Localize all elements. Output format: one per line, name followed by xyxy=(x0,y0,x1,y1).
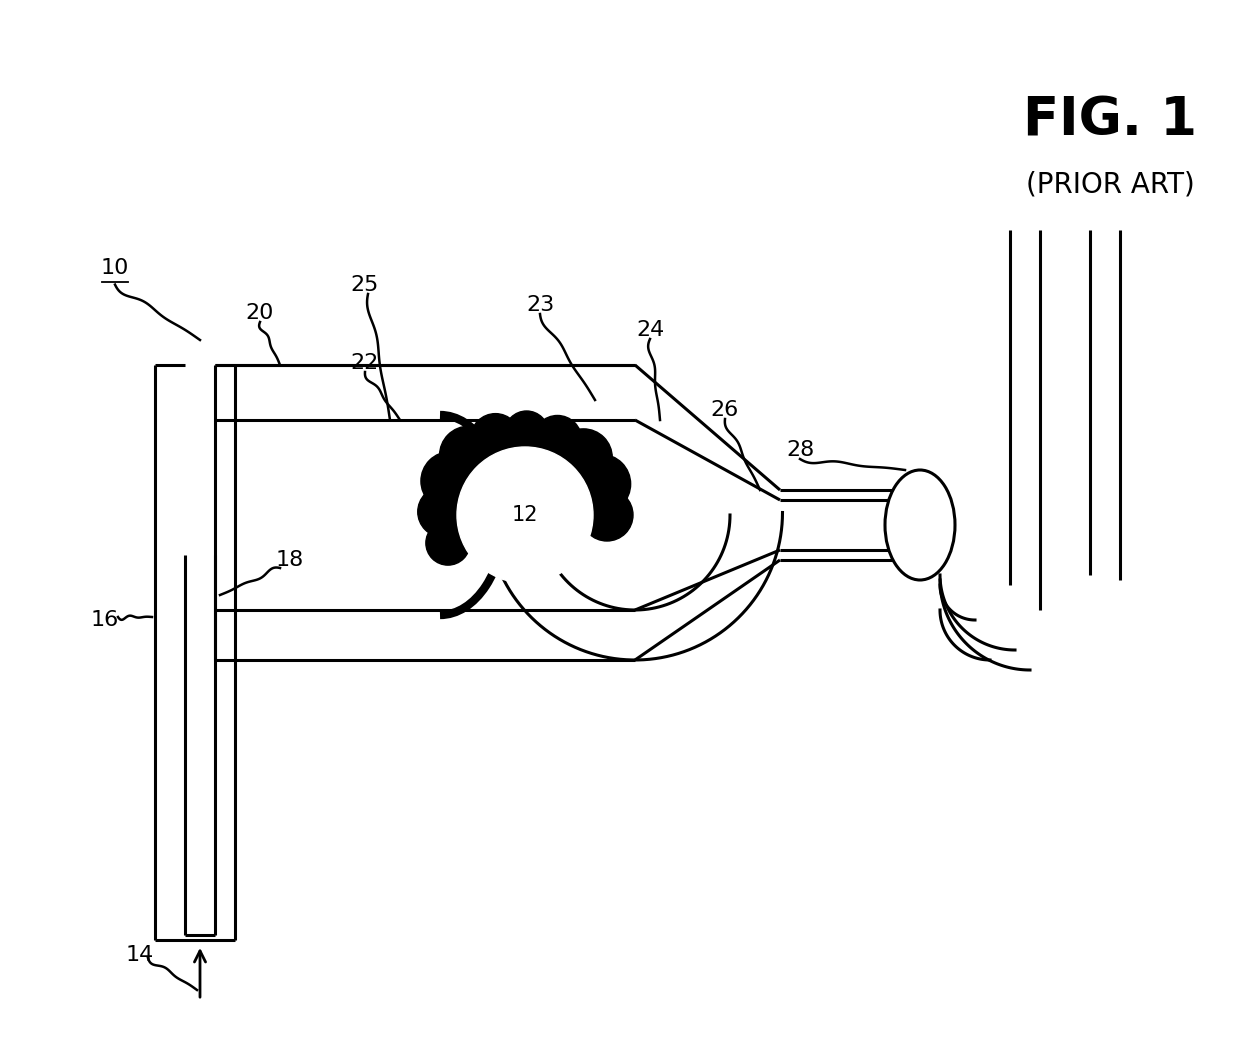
Circle shape xyxy=(582,489,632,541)
Text: FIG. 1: FIG. 1 xyxy=(1023,94,1197,146)
Circle shape xyxy=(471,414,521,463)
Ellipse shape xyxy=(885,470,955,580)
Circle shape xyxy=(554,429,613,486)
Text: 10: 10 xyxy=(100,258,129,278)
Text: 22: 22 xyxy=(351,353,379,373)
Circle shape xyxy=(505,411,548,455)
Text: 23: 23 xyxy=(526,295,554,315)
Circle shape xyxy=(572,455,631,514)
Text: 25: 25 xyxy=(351,275,379,295)
Text: 12: 12 xyxy=(512,505,538,525)
Circle shape xyxy=(425,520,470,565)
Text: 20: 20 xyxy=(246,304,274,323)
Text: 26: 26 xyxy=(711,401,739,420)
Circle shape xyxy=(418,486,469,537)
Circle shape xyxy=(420,452,480,510)
Text: 14: 14 xyxy=(126,945,154,965)
Text: 18: 18 xyxy=(275,550,304,571)
Circle shape xyxy=(458,447,593,583)
Text: (PRIOR ART): (PRIOR ART) xyxy=(1025,171,1194,199)
Circle shape xyxy=(533,415,582,464)
Text: 28: 28 xyxy=(786,440,815,460)
Text: 16: 16 xyxy=(91,610,119,630)
Text: 24: 24 xyxy=(636,320,665,340)
Circle shape xyxy=(439,427,498,485)
